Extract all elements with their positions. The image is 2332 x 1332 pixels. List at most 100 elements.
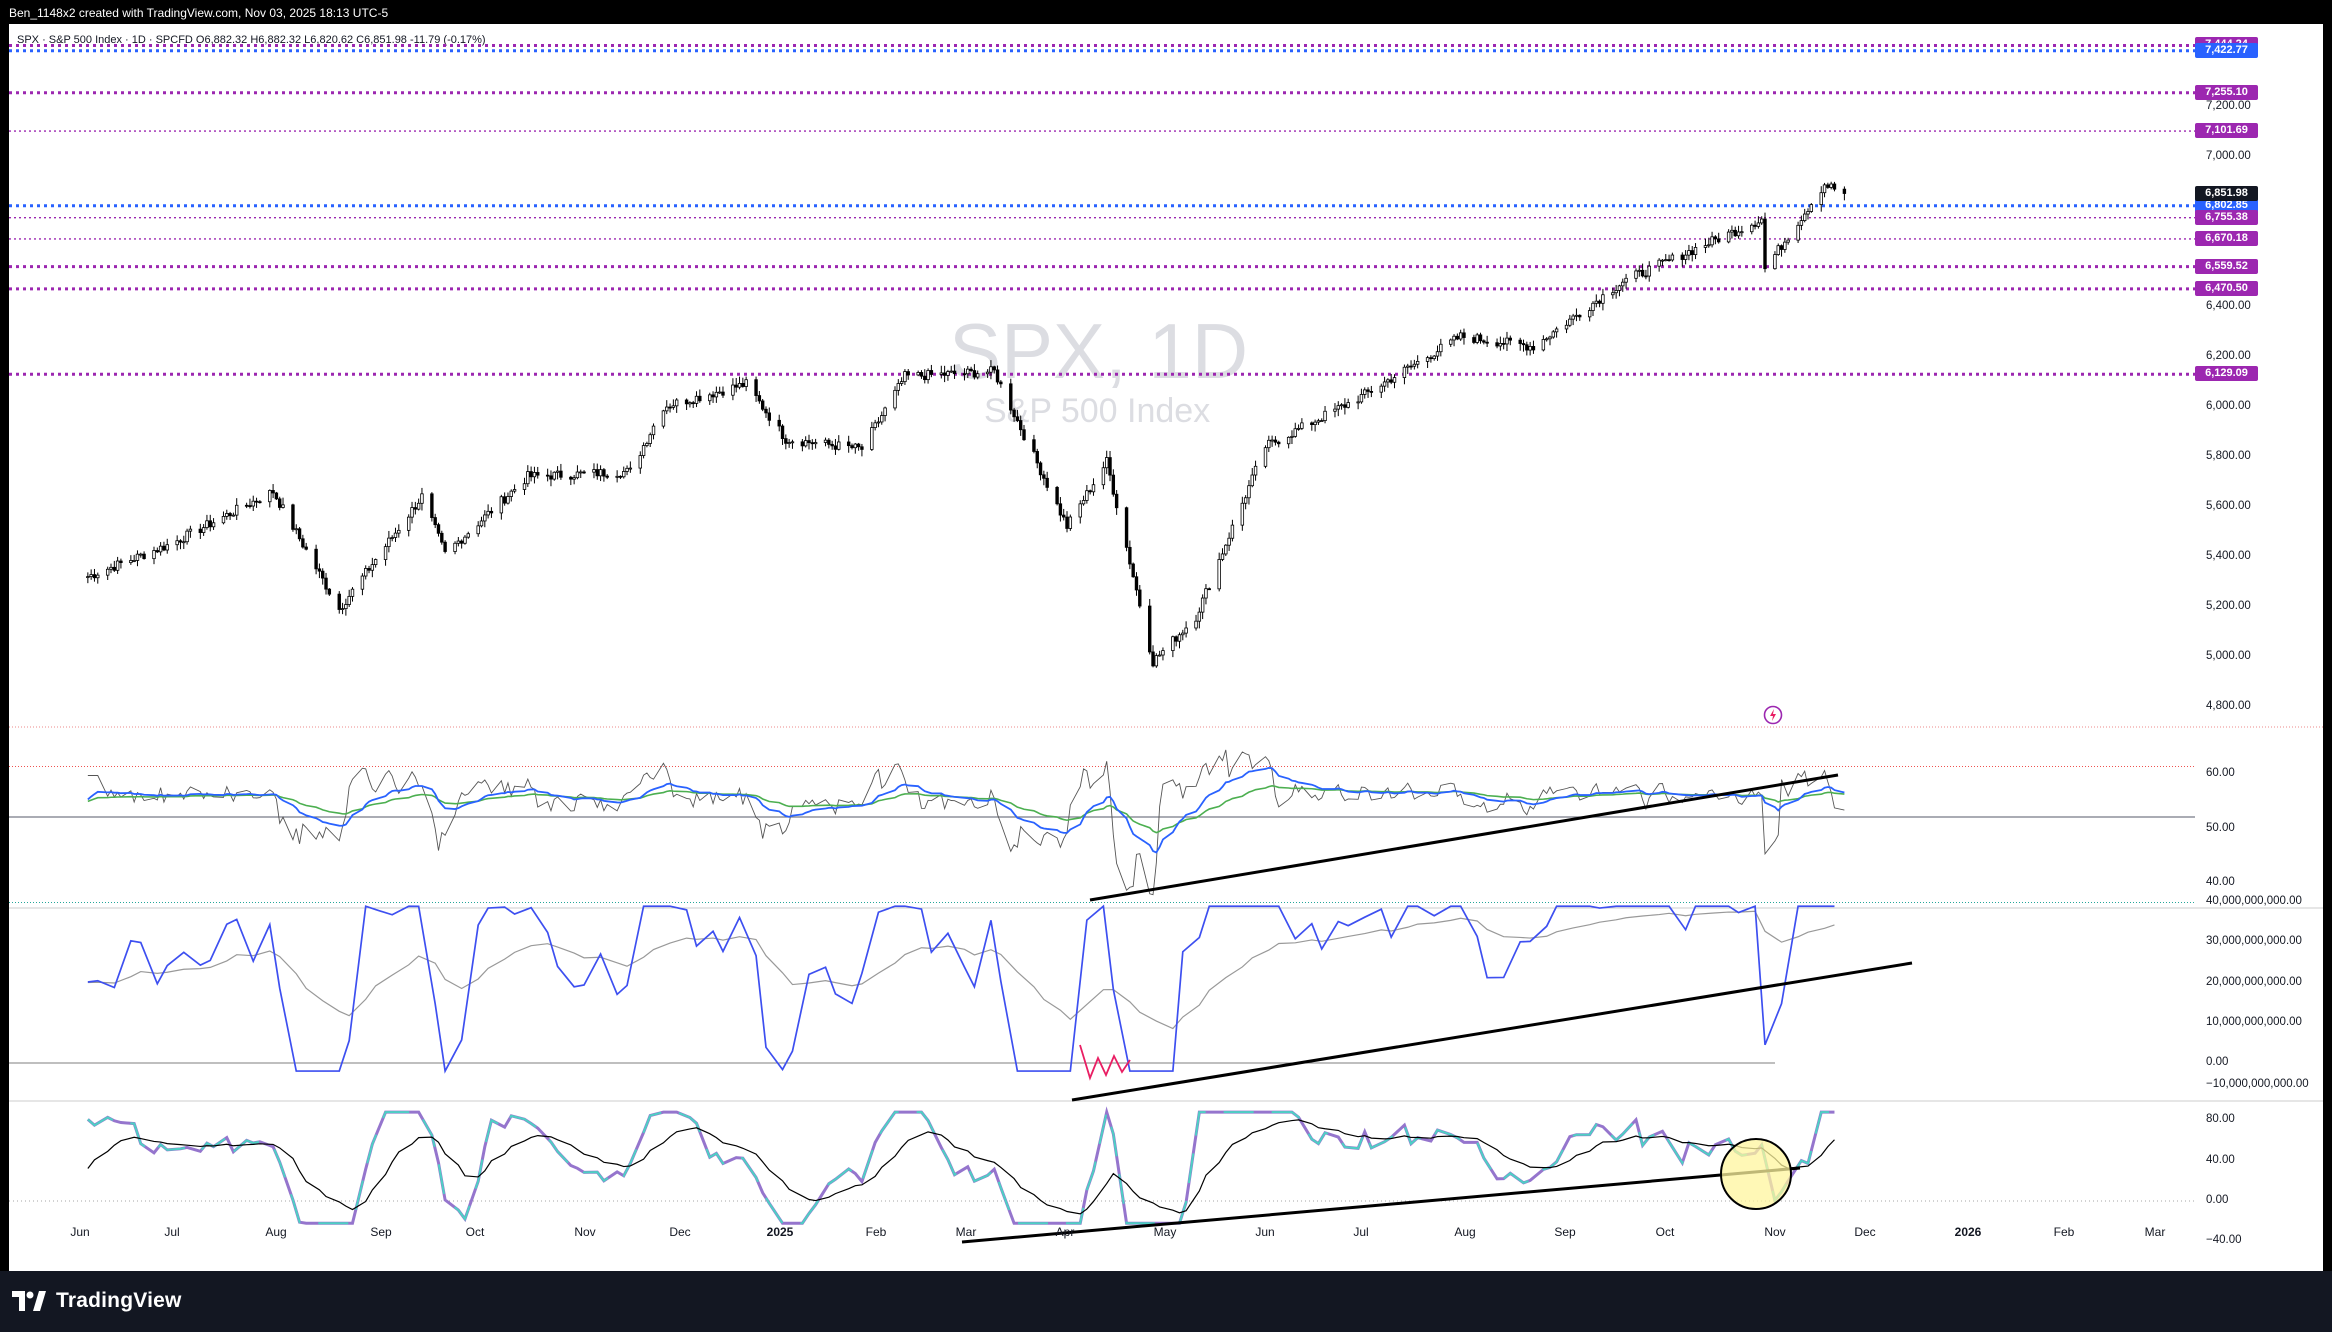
candle-body bbox=[211, 522, 216, 528]
candle-body bbox=[754, 379, 758, 396]
candle-body bbox=[1415, 360, 1420, 365]
candle-body bbox=[744, 379, 748, 387]
lightning-event-icon[interactable] bbox=[1763, 705, 1783, 725]
candle-body bbox=[665, 406, 669, 412]
candle-body bbox=[764, 408, 768, 414]
candle-body bbox=[1587, 310, 1592, 318]
time-axis-tick: Apr bbox=[1055, 1225, 1075, 1239]
candle-body bbox=[1574, 314, 1579, 317]
candle-body bbox=[175, 540, 179, 546]
oscillator-axis-tick: 0.00 bbox=[2206, 1194, 2229, 1206]
candle-body bbox=[668, 406, 672, 409]
candle-body bbox=[96, 574, 100, 579]
candle-body bbox=[433, 517, 437, 526]
candle-body bbox=[976, 373, 980, 378]
price-axis-tick: 5,800.00 bbox=[2206, 449, 2251, 462]
candle-body bbox=[641, 445, 646, 456]
candle-body bbox=[1528, 346, 1532, 351]
candle-body bbox=[1310, 422, 1314, 426]
candle-body bbox=[923, 375, 927, 381]
candle-body bbox=[407, 516, 411, 531]
candle-body bbox=[698, 395, 702, 402]
candle-body bbox=[1716, 238, 1721, 243]
oscillator-signal-line bbox=[87, 1119, 1835, 1215]
candle-body bbox=[1194, 620, 1198, 629]
candle-body bbox=[1346, 402, 1350, 408]
candle-body bbox=[393, 532, 398, 538]
candle-body bbox=[853, 443, 858, 449]
candle-body bbox=[512, 489, 517, 492]
candle-body bbox=[1429, 357, 1433, 360]
candle-body bbox=[787, 442, 791, 444]
candle-body bbox=[1128, 546, 1132, 565]
candle-body bbox=[1363, 389, 1367, 395]
volume-axis-tick: 20,000,000,000.00 bbox=[2206, 975, 2302, 988]
candle-body bbox=[1174, 636, 1178, 642]
candle-body bbox=[1472, 337, 1476, 343]
oscillator-trendline bbox=[961, 1166, 1801, 1244]
candle-body bbox=[347, 595, 351, 605]
candle-body bbox=[648, 434, 652, 444]
candle-body bbox=[1505, 337, 1509, 345]
candle-body bbox=[1088, 490, 1092, 493]
candle-body bbox=[846, 441, 851, 447]
candle-body bbox=[235, 504, 239, 516]
candle-body bbox=[1085, 490, 1089, 501]
candle-body bbox=[1012, 409, 1016, 418]
candle-body bbox=[1842, 188, 1847, 194]
candle-body bbox=[274, 492, 279, 500]
time-axis-tick: Aug bbox=[1454, 1225, 1476, 1239]
candle-body bbox=[1634, 270, 1638, 279]
price-axis-tick: 6,400.00 bbox=[2206, 299, 2251, 312]
candle-body bbox=[1300, 422, 1304, 429]
candle-body bbox=[711, 394, 715, 398]
time-axis-tick: Feb bbox=[2053, 1225, 2075, 1239]
candle-body bbox=[628, 467, 633, 470]
candle-body bbox=[340, 608, 345, 610]
candle-body bbox=[1366, 389, 1370, 392]
candle-body bbox=[1687, 250, 1691, 256]
candle-body bbox=[734, 384, 738, 388]
candle-body bbox=[178, 540, 183, 543]
candle-body bbox=[410, 507, 414, 518]
candle-body bbox=[1105, 457, 1109, 469]
candle-body bbox=[572, 477, 576, 480]
candle-body bbox=[969, 368, 973, 371]
candle-body bbox=[1548, 336, 1552, 340]
candle-body bbox=[1078, 503, 1082, 518]
candle-body bbox=[1200, 597, 1205, 613]
candle-body bbox=[248, 505, 252, 507]
candle-body bbox=[1544, 338, 1549, 341]
candle-body bbox=[1220, 553, 1225, 560]
candle-body bbox=[1703, 245, 1708, 248]
candle-body bbox=[1277, 441, 1281, 445]
candle-body bbox=[661, 410, 666, 427]
candle-body bbox=[1134, 576, 1139, 591]
candle-body bbox=[1647, 265, 1651, 277]
candle-body bbox=[1015, 416, 1020, 421]
tradingview-brand[interactable]: TradingView bbox=[12, 1288, 182, 1314]
candle-body bbox=[999, 381, 1003, 385]
candle-body bbox=[876, 421, 881, 424]
candle-body bbox=[919, 372, 924, 377]
candle-body bbox=[317, 568, 322, 572]
candle-body bbox=[1369, 391, 1374, 393]
candle-body bbox=[708, 394, 712, 402]
candle-body bbox=[526, 471, 530, 485]
candle-body bbox=[1740, 231, 1744, 234]
candle-body bbox=[1462, 332, 1466, 338]
time-axis-tick: Nov bbox=[574, 1225, 596, 1239]
candle-body bbox=[1081, 500, 1086, 505]
rsi-axis-tick: 40.00 bbox=[2206, 876, 2235, 888]
candle-body bbox=[674, 399, 679, 407]
candle-body bbox=[1753, 224, 1757, 227]
candle-body bbox=[443, 541, 447, 552]
volume-negative-segment bbox=[1079, 1044, 1131, 1081]
candle-body bbox=[790, 441, 795, 444]
time-axis-tick: Oct bbox=[1655, 1225, 1675, 1239]
candle-body bbox=[420, 493, 424, 504]
candle-body bbox=[453, 542, 457, 552]
candle-body bbox=[529, 471, 533, 478]
candle-body bbox=[344, 604, 348, 609]
candle-body bbox=[499, 496, 504, 514]
